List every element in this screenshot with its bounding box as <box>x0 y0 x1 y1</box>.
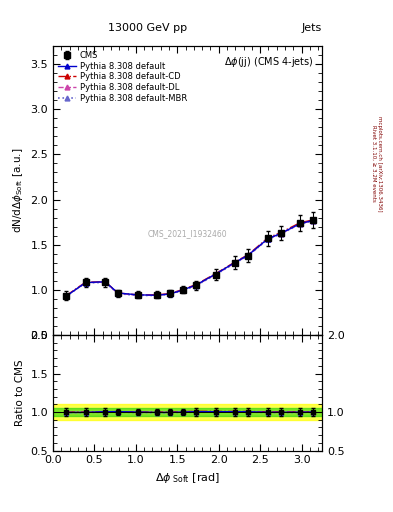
Pythia 8.308 default-CD <box>311 217 316 223</box>
Pythia 8.308 default-CD <box>168 290 173 296</box>
Pythia 8.308 default-CD <box>135 292 140 298</box>
Pythia 8.308 default-CD <box>246 251 251 258</box>
Pythia 8.308 default-DL <box>298 221 303 227</box>
Pythia 8.308 default <box>168 291 173 297</box>
Text: mcplots.cern.ch [arXiv:1306.3436]: mcplots.cern.ch [arXiv:1306.3436] <box>377 116 382 211</box>
Pythia 8.308 default <box>181 287 185 293</box>
Pythia 8.308 default <box>246 252 251 258</box>
Text: CMS_2021_I1932460: CMS_2021_I1932460 <box>148 229 228 239</box>
Pythia 8.308 default-CD <box>64 293 68 299</box>
Pythia 8.308 default-MBR <box>116 291 120 297</box>
Pythia 8.308 default-CD <box>213 270 218 276</box>
Pythia 8.308 default <box>265 236 270 242</box>
Pythia 8.308 default-CD <box>233 259 237 265</box>
Pythia 8.308 default <box>311 217 316 223</box>
Text: Rivet 3.1.10, ≥ 3.2M events: Rivet 3.1.10, ≥ 3.2M events <box>371 125 376 202</box>
Pythia 8.308 default-MBR <box>233 260 237 266</box>
Line: Pythia 8.308 default-DL: Pythia 8.308 default-DL <box>64 218 316 298</box>
X-axis label: $\Delta\phi_{\rm\ Soft}$ [rad]: $\Delta\phi_{\rm\ Soft}$ [rad] <box>155 471 220 485</box>
Pythia 8.308 default-CD <box>103 279 107 285</box>
Pythia 8.308 default-DL <box>311 218 316 224</box>
Pythia 8.308 default-MBR <box>135 292 140 298</box>
Pythia 8.308 default <box>298 221 303 227</box>
Pythia 8.308 default-CD <box>116 290 120 296</box>
Pythia 8.308 default-MBR <box>155 292 160 298</box>
Legend: CMS, Pythia 8.308 default, Pythia 8.308 default-CD, Pythia 8.308 default-DL, Pyt: CMS, Pythia 8.308 default, Pythia 8.308 … <box>55 49 189 105</box>
Pythia 8.308 default-CD <box>83 279 88 285</box>
Pythia 8.308 default-MBR <box>311 218 316 224</box>
Pythia 8.308 default <box>213 271 218 277</box>
Pythia 8.308 default <box>103 279 107 285</box>
Pythia 8.308 default-DL <box>265 236 270 242</box>
Bar <box>53 408 322 416</box>
Pythia 8.308 default-MBR <box>298 221 303 227</box>
Pythia 8.308 default-DL <box>168 291 173 297</box>
Pythia 8.308 default-MBR <box>83 280 88 286</box>
Pythia 8.308 default-MBR <box>265 237 270 243</box>
Pythia 8.308 default-DL <box>194 282 198 288</box>
Line: Pythia 8.308 default: Pythia 8.308 default <box>64 218 316 298</box>
Pythia 8.308 default-MBR <box>194 283 198 289</box>
Pythia 8.308 default <box>278 230 283 237</box>
Y-axis label: dN/d$\Delta\phi_{\rm Soft}$ [a.u.]: dN/d$\Delta\phi_{\rm Soft}$ [a.u.] <box>11 148 25 233</box>
Pythia 8.308 default-CD <box>181 286 185 292</box>
Pythia 8.308 default-MBR <box>64 293 68 300</box>
Pythia 8.308 default-DL <box>213 271 218 278</box>
Pythia 8.308 default-MBR <box>103 280 107 286</box>
Pythia 8.308 default-MBR <box>213 271 218 278</box>
Pythia 8.308 default-DL <box>103 279 107 285</box>
Bar <box>53 404 322 420</box>
Pythia 8.308 default-MBR <box>246 252 251 259</box>
Pythia 8.308 default-MBR <box>181 287 185 293</box>
Pythia 8.308 default-CD <box>155 292 160 298</box>
Line: Pythia 8.308 default-CD: Pythia 8.308 default-CD <box>64 218 316 298</box>
Pythia 8.308 default-DL <box>246 252 251 259</box>
Text: $\Delta\phi$(jj) (CMS 4-jets): $\Delta\phi$(jj) (CMS 4-jets) <box>224 55 314 69</box>
Text: Jets: Jets <box>302 23 322 33</box>
Pythia 8.308 default <box>135 292 140 298</box>
Pythia 8.308 default <box>155 292 160 298</box>
Pythia 8.308 default-CD <box>194 282 198 288</box>
Pythia 8.308 default-DL <box>83 280 88 286</box>
Pythia 8.308 default-MBR <box>278 231 283 237</box>
Pythia 8.308 default <box>233 259 237 265</box>
Pythia 8.308 default-DL <box>155 292 160 298</box>
Pythia 8.308 default-CD <box>298 220 303 226</box>
Pythia 8.308 default-MBR <box>168 291 173 297</box>
Pythia 8.308 default <box>83 280 88 286</box>
Pythia 8.308 default-DL <box>181 287 185 293</box>
Pythia 8.308 default-CD <box>265 235 270 241</box>
Pythia 8.308 default-DL <box>233 260 237 266</box>
Pythia 8.308 default <box>64 293 68 299</box>
Y-axis label: Ratio to CMS: Ratio to CMS <box>15 359 25 426</box>
Pythia 8.308 default <box>194 282 198 288</box>
Pythia 8.308 default-DL <box>64 293 68 299</box>
Pythia 8.308 default-DL <box>116 290 120 296</box>
Pythia 8.308 default <box>116 290 120 296</box>
Text: 13000 GeV pp: 13000 GeV pp <box>108 23 187 33</box>
Pythia 8.308 default-DL <box>278 230 283 237</box>
Pythia 8.308 default-DL <box>135 292 140 298</box>
Pythia 8.308 default-CD <box>278 229 283 236</box>
Line: Pythia 8.308 default-MBR: Pythia 8.308 default-MBR <box>64 218 316 299</box>
